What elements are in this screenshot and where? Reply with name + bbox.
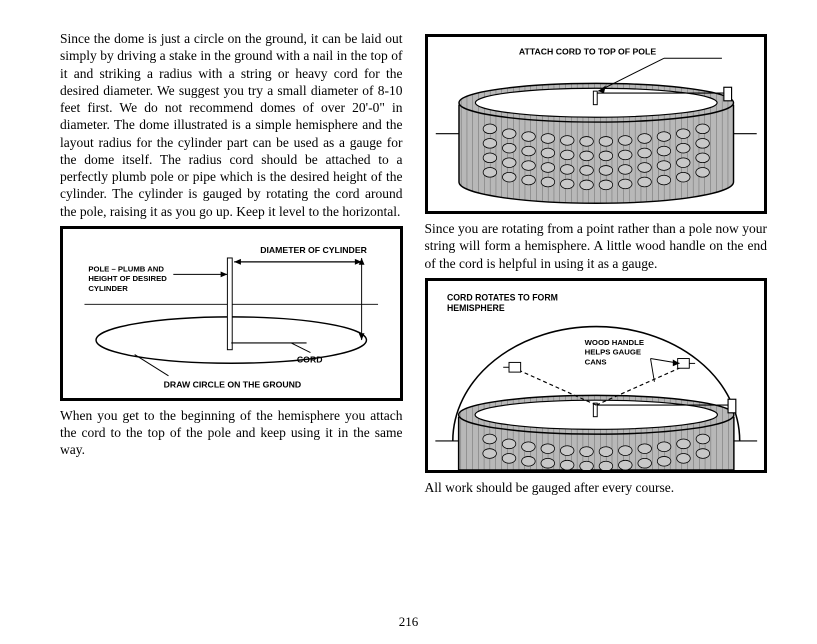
figure-layout-diagram: DIAMETER OF CYLINDER POLE – PLUMB AND HE…: [60, 226, 403, 401]
label-pole-2: HEIGHT OF DESIRED: [88, 274, 167, 283]
left-para-2: When you get to the beginning of the hem…: [60, 407, 403, 459]
label-rotates-2: HEMISPHERE: [446, 303, 504, 313]
left-column: Since the dome is just a circle on the g…: [60, 30, 403, 502]
label-attach-cord: ATTACH CORD TO TOP OF POLE: [518, 46, 655, 56]
label-pole-1: POLE – PLUMB AND: [88, 264, 164, 273]
left-para-1: Since the dome is just a circle on the g…: [60, 30, 403, 220]
label-handle-3: CANS: [584, 357, 606, 366]
figure-hemisphere-gauge: CORD ROTATES TO FORM HEMISPHERE WOOD HAN…: [425, 278, 768, 473]
label-cord: CORD: [297, 354, 323, 364]
right-para-1: Since you are rotating from a point rath…: [425, 220, 768, 272]
page-number: 216: [0, 614, 817, 630]
label-handle-2: HELPS GAUGE: [584, 347, 640, 356]
label-pole-3: CYLINDER: [88, 284, 128, 293]
figure-cylinder-cans: ATTACH CORD TO TOP OF POLE: [425, 34, 768, 214]
label-rotates-1: CORD ROTATES TO FORM: [446, 292, 557, 302]
right-para-2: All work should be gauged after every co…: [425, 479, 768, 496]
right-column: ATTACH CORD TO TOP OF POLE Since you are…: [425, 30, 768, 502]
label-diameter: DIAMETER OF CYLINDER: [260, 245, 367, 255]
label-handle-1: WOOD HANDLE: [584, 338, 643, 347]
label-circle: DRAW CIRCLE ON THE GROUND: [164, 379, 302, 389]
